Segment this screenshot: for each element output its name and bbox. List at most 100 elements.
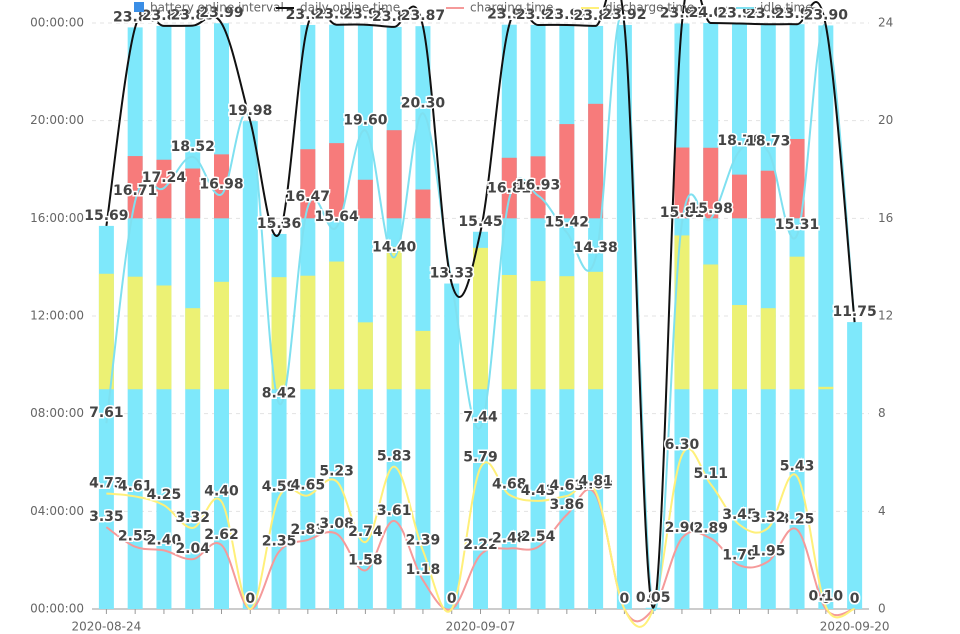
y-tick-label: 20:00:00	[30, 113, 84, 127]
legend-label[interactable]: discharge time	[605, 1, 694, 15]
data-label: 15.42	[545, 214, 589, 230]
data-label: 23.82	[113, 9, 157, 25]
discharge-segment	[300, 275, 316, 390]
discharge-segment	[185, 308, 201, 390]
data-label: 2.89	[693, 520, 728, 536]
discharge-segment	[386, 246, 402, 390]
discharge-segment	[530, 281, 546, 390]
discharge-segment	[357, 322, 373, 390]
data-label: 4.69	[578, 476, 613, 492]
data-label: 5.43	[780, 458, 815, 474]
legend-icon	[134, 2, 144, 12]
data-label: 23.89	[171, 8, 215, 24]
data-label: 23.92	[602, 7, 646, 23]
discharge-segment	[329, 261, 345, 390]
discharge-segment	[588, 271, 604, 390]
data-label: 0	[245, 591, 255, 607]
data-label: 16.82	[487, 180, 531, 196]
data-label: 0	[447, 591, 457, 607]
charge-segment	[789, 138, 805, 219]
data-label: 0	[648, 591, 658, 607]
data-label: 0.05	[636, 590, 671, 606]
legend-label[interactable]: battery online interval	[150, 1, 284, 15]
data-label: 4.61	[118, 478, 153, 494]
data-label: 2.62	[204, 527, 239, 543]
charge-segment	[415, 189, 431, 219]
data-label: 15.98	[689, 201, 733, 217]
data-label: 15.36	[257, 216, 301, 232]
legend-label[interactable]: idle time	[760, 1, 813, 15]
data-label: 19.98	[228, 103, 272, 119]
data-label: 5.23	[319, 463, 354, 479]
data-label: 0	[447, 591, 457, 607]
discharge-segment	[214, 281, 229, 390]
y-tick-label: 08:00:00	[30, 406, 84, 420]
data-label: 2.22	[463, 537, 498, 553]
data-label: 4.43	[521, 483, 556, 499]
data-label: 6.30	[665, 437, 700, 453]
charge-segment	[214, 154, 229, 219]
discharge-segment	[760, 308, 776, 390]
data-label: 3.32	[751, 510, 786, 526]
online-bar	[847, 322, 863, 609]
y2-tick-label: 16	[878, 211, 893, 225]
data-label: 23.90	[804, 7, 849, 23]
data-label: 4.73	[89, 476, 124, 492]
data-label: 19.60	[343, 112, 388, 128]
online-bar	[444, 283, 460, 609]
charge-segment	[127, 156, 143, 219]
data-label: 0	[620, 591, 630, 607]
charge-segment	[732, 174, 747, 219]
line	[105, 488, 855, 623]
charge-segment	[501, 157, 517, 219]
discharge-segment	[473, 247, 488, 390]
data-label: 3.35	[89, 509, 124, 525]
data-label: 23.98	[660, 5, 704, 21]
discharge-segment	[732, 305, 747, 390]
discharge-segment	[703, 264, 719, 390]
charge-segment	[185, 168, 201, 219]
charge-segment	[300, 149, 316, 219]
data-label: 4.68	[492, 477, 527, 493]
data-label: 23.93	[487, 7, 531, 23]
data-label: 5.11	[693, 466, 728, 482]
legend-label[interactable]: charging time	[470, 1, 553, 15]
charge-segment	[588, 103, 604, 219]
data-label: 16.93	[516, 178, 560, 194]
data-label: 24.00	[689, 5, 734, 21]
data-label: 23.93	[343, 7, 387, 23]
data-label: 13.33	[430, 266, 474, 282]
data-label: 17.24	[142, 170, 187, 186]
data-label: 23.92	[516, 7, 560, 23]
discharge-segment	[271, 277, 287, 390]
data-label: 15.31	[775, 217, 819, 233]
data-label: 16.71	[113, 183, 157, 199]
data-label: 4.59	[262, 479, 297, 495]
y2-tick-label: 12	[878, 309, 893, 323]
y-tick-label: 00:00:00	[30, 602, 84, 616]
discharge-segment	[818, 386, 834, 390]
discharge-segment	[789, 256, 805, 390]
data-label: 14.40	[372, 239, 417, 255]
data-label: 15.64	[314, 209, 359, 225]
data-label: 15.45	[458, 214, 502, 230]
data-label: 3.25	[780, 512, 815, 528]
data-label: 2.74	[348, 524, 383, 540]
data-label: 5.79	[463, 450, 498, 466]
online-bar	[357, 24, 373, 609]
data-label: 4.81	[578, 474, 613, 490]
data-label: 2.35	[262, 534, 297, 550]
discharge-segment	[415, 330, 431, 390]
data-label: 0.10	[809, 589, 844, 605]
y2-tick-label: 20	[878, 113, 893, 127]
data-label: 2.40	[147, 532, 182, 548]
data-label: 14.38	[573, 240, 617, 256]
legend-label[interactable]: daily online time	[300, 1, 400, 15]
charge-segment	[357, 179, 373, 219]
online-bar	[242, 121, 258, 609]
charge-segment	[703, 147, 719, 219]
discharge-segment	[501, 274, 517, 390]
data-label: 23.92	[545, 7, 589, 23]
data-label: 5.83	[377, 449, 412, 465]
